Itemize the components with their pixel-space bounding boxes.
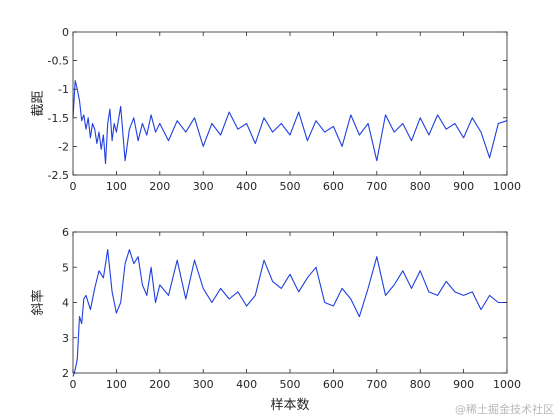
x-tick-label: 900 <box>453 180 474 193</box>
x-tick-label: 0 <box>70 180 77 193</box>
y-tick-label: -2.5 <box>48 169 69 182</box>
x-tick-label: 0 <box>70 378 77 391</box>
y-tick-label: 5 <box>62 261 69 274</box>
x-tick-label: 500 <box>280 180 301 193</box>
x-tick-label: 1000 <box>493 180 521 193</box>
y-tick-label: 6 <box>62 226 69 239</box>
axes-box <box>72 231 508 374</box>
x-tick-label: 400 <box>236 378 257 391</box>
x-tick-label: 800 <box>410 180 431 193</box>
axes-box <box>72 31 508 176</box>
y-tick-label: 4 <box>62 297 69 310</box>
x-tick-label: 500 <box>280 378 301 391</box>
watermark: @稀土掘金技术社区 <box>455 403 554 416</box>
y-tick-label: 0 <box>62 26 69 39</box>
x-tick-label: 700 <box>366 378 387 391</box>
slope-subplot: 0 100 200 300 400 500 600 700 800 900 1000 2 3 4 5 6 斜率样… <box>30 226 521 413</box>
y-tick-label: 3 <box>62 332 69 345</box>
x-tick-label: 400 <box>236 180 257 193</box>
x-tick-label: 700 <box>366 180 387 193</box>
x-tick-label: 900 <box>453 378 474 391</box>
x-tick-label: 300 <box>193 378 214 391</box>
x-tick-label: 200 <box>149 180 170 193</box>
x-tick-label: 800 <box>410 378 431 391</box>
x-tick-label: 600 <box>323 180 344 193</box>
y-tick-label: -1.5 <box>48 112 69 125</box>
y-axis-label: 斜率 <box>30 289 46 315</box>
series-line-0 <box>72 80 508 165</box>
intercept-subplot: 0 100 200 300 400 500 600 700 800 900 1000 0 -0.5 -1 -… <box>31 26 521 193</box>
x-tick-label: 100 <box>106 180 127 193</box>
y-axis-label: 截距 <box>31 90 46 116</box>
x-tick-label: 1000 <box>493 378 521 391</box>
series-line-0 <box>72 249 507 377</box>
x-axis-label: 样本数 <box>270 398 309 413</box>
x-tick-label: 300 <box>193 180 214 193</box>
y-tick-label: -2 <box>58 140 69 153</box>
x-tick-label: 200 <box>149 378 170 391</box>
y-tick-label: -1 <box>58 83 69 96</box>
y-tick-label: 2 <box>62 367 69 380</box>
x-tick-label: 600 <box>323 378 344 391</box>
x-tick-label: 100 <box>106 378 127 391</box>
y-tick-label: -0.5 <box>48 55 69 68</box>
